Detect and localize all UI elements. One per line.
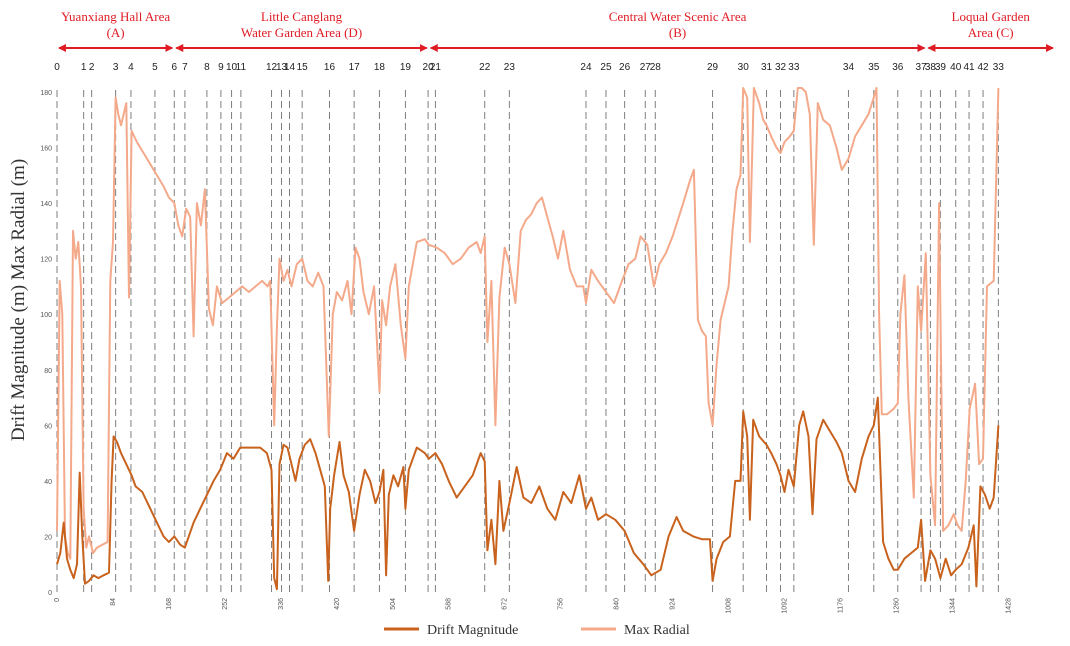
marker-label-29: 29 — [707, 62, 719, 73]
series-line-0 — [56, 396, 1000, 591]
x-tick-label-9: 756 — [558, 598, 565, 610]
y-tick-label-2: 40 — [44, 479, 52, 486]
x-tick-label-15: 1260 — [893, 598, 900, 614]
marker-label-1: 1 — [81, 62, 87, 73]
area-subtitle-2: (B) — [669, 25, 686, 40]
marker-label-7: 7 — [182, 62, 188, 73]
y-axis-label: Drift Magnitude (m) Max Radial (m) — [8, 159, 29, 441]
marker-label-15: 15 — [297, 62, 309, 73]
legend-label-1: Max Radial — [624, 623, 690, 638]
marker-label-3: 3 — [113, 62, 119, 73]
area-subtitle-1: Water Garden Area (D) — [241, 25, 362, 40]
area-subtitle-0: (A) — [107, 25, 125, 40]
marker-label-27: 27 — [640, 62, 652, 73]
marker-label-32: 32 — [775, 62, 787, 73]
x-tick-label-1: 84 — [110, 598, 117, 606]
marker-label-14: 14 — [284, 62, 296, 73]
marker-label-37: 37 — [916, 62, 928, 73]
y-tick-label-6: 120 — [40, 257, 52, 264]
marker-label-20: 20 — [423, 62, 435, 73]
marker-label-21: 21 — [430, 62, 442, 73]
x-axis-ticks: 0 84 168 252 336 420 504 588 672 756 840 924 1008 109… — [54, 598, 1012, 614]
marker-label-26: 26 — [619, 62, 631, 73]
y-tick-label-1: 20 — [44, 534, 52, 541]
marker-label-19: 19 — [400, 62, 412, 73]
marker-label-30: 30 — [738, 62, 750, 73]
marker-label-22: 22 — [479, 62, 491, 73]
marker-label-42: 42 — [977, 62, 989, 73]
marker-label-28: 28 — [650, 62, 662, 73]
area-title-3: Loqual Garden — [952, 9, 1031, 24]
marker-label-34: 34 — [843, 62, 855, 73]
x-tick-label-4: 336 — [278, 598, 285, 610]
x-tick-label-7: 588 — [446, 598, 453, 610]
marker-label-8: 8 — [204, 62, 210, 73]
x-tick-label-2: 168 — [166, 598, 173, 610]
x-tick-label-10: 840 — [614, 598, 621, 610]
y-tick-label-0: 0 — [48, 590, 52, 597]
series-lines — [56, 87, 1000, 591]
x-tick-label-14: 1176 — [837, 598, 844, 613]
marker-label-25: 25 — [600, 62, 612, 73]
area-subtitle-3: Area (C) — [968, 25, 1014, 40]
marker-label-16: 16 — [324, 62, 336, 73]
y-tick-label-5: 100 — [40, 312, 52, 319]
area-title-2: Central Water Scenic Area — [609, 9, 747, 24]
marker-label-17: 17 — [349, 62, 361, 73]
y-axis-ticks: 0 20 40 60 80 100 120 140 160 180 — [40, 90, 52, 597]
x-tick-label-11: 924 — [670, 598, 677, 610]
marker-label-43: 33 — [993, 62, 1005, 73]
marker-label-11: 11 — [236, 62, 247, 73]
marker-label-12: 12 — [266, 62, 278, 73]
marker-label-4: 4 — [128, 62, 134, 73]
marker-label-9: 9 — [218, 62, 224, 73]
series-line-1 — [56, 87, 1000, 560]
marker-label-13: 13 — [276, 62, 288, 73]
x-tick-label-5: 420 — [334, 598, 341, 610]
marker-label-6: 6 — [171, 62, 177, 73]
marker-label-10: 10 — [226, 62, 238, 73]
x-tick-label-13: 1092 — [782, 598, 789, 614]
marker-label-36: 36 — [892, 62, 904, 73]
marker-label-39: 39 — [935, 62, 947, 73]
marker-label-18: 18 — [374, 62, 386, 73]
marker-label-41: 41 — [963, 62, 975, 73]
area-annotations: Yuanxiang Hall Area(A) Little CanglangWat… — [58, 9, 1054, 52]
marker-label-5: 5 — [152, 62, 158, 73]
y-tick-label-3: 60 — [44, 423, 52, 430]
y-tick-label-7: 140 — [40, 201, 52, 208]
legend: Drift Magnitude Max Radial — [384, 623, 690, 638]
y-tick-label-8: 160 — [40, 146, 52, 153]
marker-label-31: 31 — [761, 62, 773, 73]
legend-label-0: Drift Magnitude — [427, 623, 518, 638]
marker-label-38: 38 — [925, 62, 937, 73]
x-tick-label-12: 1008 — [726, 598, 733, 614]
x-tick-label-6: 504 — [390, 598, 397, 610]
marker-label-33: 33 — [788, 62, 800, 73]
area-title-1: Little Canglang — [261, 9, 343, 24]
marker-label-0: 0 — [54, 62, 60, 73]
x-tick-label-8: 672 — [502, 598, 509, 610]
area-title-0: Yuanxiang Hall Area — [61, 9, 170, 24]
marker-label-2: 2 — [89, 62, 95, 73]
marker-gridlines — [56, 90, 999, 592]
y-tick-label-9: 180 — [40, 90, 52, 97]
y-tick-label-4: 80 — [44, 368, 52, 375]
marker-label-40: 40 — [950, 62, 962, 73]
x-tick-label-16: 1344 — [949, 598, 956, 614]
x-tick-label-3: 252 — [222, 598, 229, 610]
x-tick-label-17: 1428 — [1005, 598, 1012, 614]
marker-label-24: 24 — [580, 62, 592, 73]
marker-label-35: 35 — [868, 62, 880, 73]
x-tick-label-0: 0 — [54, 598, 61, 602]
marker-label-23: 23 — [504, 62, 516, 73]
